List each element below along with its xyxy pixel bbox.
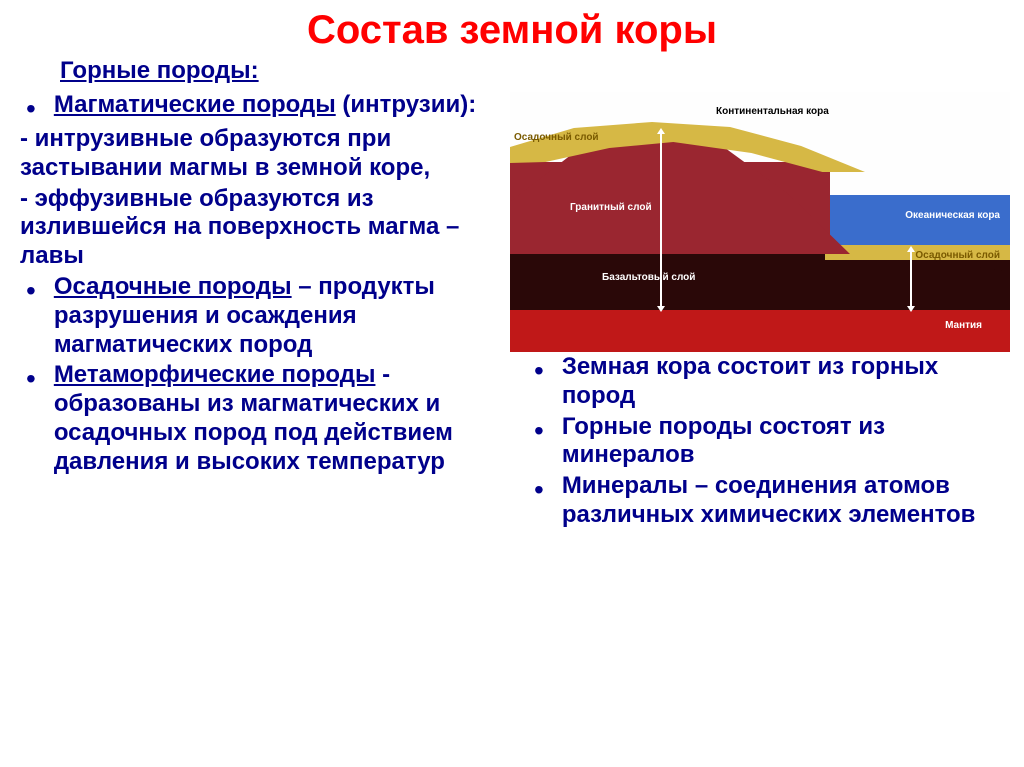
crust-diagram: Континентальная кора Осадочный слой Гран… (510, 92, 1010, 352)
label-sediment-ocean: Осадочный слой (915, 250, 1000, 261)
bullet-sedimentary: • Осадочные породы – продукты разрушения… (20, 273, 510, 359)
diagram-mantle-layer (510, 310, 1010, 352)
bullet-magmatic: • Магматические породы (интрузии): (20, 91, 510, 123)
magmatic-sub: (интрузии): (342, 91, 476, 118)
diagram-ocean (825, 195, 1010, 247)
dash-intrusive: - интрузивные образуются при застывании … (20, 125, 510, 183)
bullet-dot-icon: • (534, 476, 544, 504)
oceanic-arrow (910, 250, 912, 308)
bullet-dot-icon: • (26, 277, 36, 305)
label-continental: Континентальная кора (716, 106, 829, 117)
rocks-minerals-text: Горные породы состоят из минералов (562, 413, 1004, 471)
bullet-crust-rocks: • Земная кора состоит из горных пород (522, 353, 1004, 411)
crust-rocks-text: Земная кора состоит из горных пород (562, 353, 1004, 411)
magmatic-text: Магматические породы (интрузии): (54, 91, 476, 120)
bullet-metamorphic: • Метаморфические породы - образованы из… (20, 361, 510, 476)
label-granite: Гранитный слой (570, 202, 652, 213)
metamorphic-label: Метаморфические породы (54, 361, 376, 388)
left-column: Горные породы: • Магматические породы (и… (20, 57, 510, 532)
metamorphic-text: Метаморфические породы - образованы из м… (54, 361, 510, 476)
dash-effusive: - эффузивные образуются из излившейся на… (20, 185, 510, 271)
bullet-minerals-atoms: • Минералы – соединения атомов различных… (522, 472, 1004, 530)
bullet-dot-icon: • (534, 417, 544, 445)
bullet-rocks-minerals: • Горные породы состоят из минералов (522, 413, 1004, 471)
rocks-heading: Горные породы: (60, 57, 510, 85)
label-sediment: Осадочный слой (514, 132, 599, 143)
label-mantle: Мантия (945, 320, 982, 331)
sedimentary-label: Осадочные породы (54, 273, 292, 300)
label-basalt: Базальтовый слой (602, 272, 695, 283)
bullet-dot-icon: • (26, 365, 36, 393)
sedimentary-text: Осадочные породы – продукты разрушения и… (54, 273, 510, 359)
bullet-dot-icon: • (26, 95, 36, 123)
bullet-dot-icon: • (534, 357, 544, 385)
magmatic-label: Магматические породы (54, 91, 336, 118)
slide-title: Состав земной коры (20, 8, 1004, 53)
right-bullets: • Земная кора состоит из горных пород • … (522, 353, 1004, 530)
label-oceanic: Океаническая кора (905, 210, 1000, 221)
minerals-atoms-text: Минералы – соединения атомов различных х… (562, 472, 1004, 530)
